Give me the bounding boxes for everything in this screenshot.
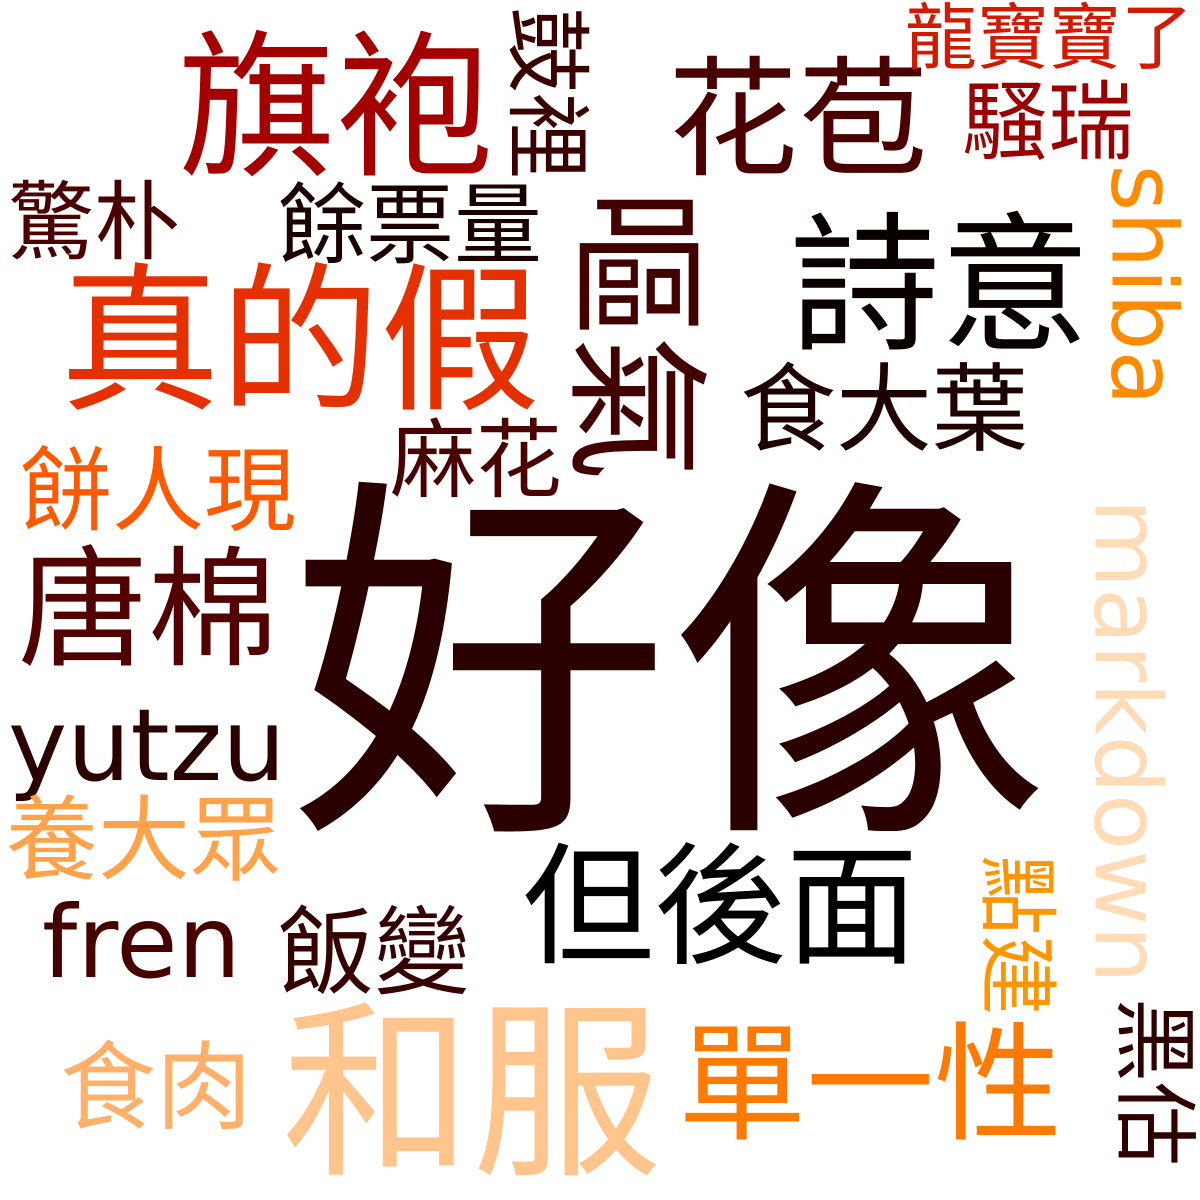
word-yutzu: yutzu <box>8 687 286 804</box>
word-qipao: 旗袍 <box>178 17 494 201</box>
word-tangmian: 唐棉 <box>18 534 279 686</box>
word-heigu: 黑估 <box>1105 997 1200 1167</box>
word-fanbian: 飯變 <box>278 897 470 1009</box>
word-dianjian: 點建 <box>970 855 1063 1015</box>
word-fren: fren <box>42 884 242 1001</box>
word-shidaye: 食大葉 <box>740 354 1028 466</box>
word-danhoumian: 但後面 <box>522 831 918 985</box>
word-yupiaoliang: 餘票量 <box>278 174 543 277</box>
word-hefu: 和服 <box>282 984 663 1200</box>
word-zhendejia: 真的假 <box>60 248 541 435</box>
word-ouqi: 嘔氣 <box>549 189 719 481</box>
word-saorui: 騷瑞 <box>962 73 1134 173</box>
word-huabao: 花苞 <box>668 44 929 196</box>
word-shirou: 食肉 <box>60 1032 252 1144</box>
word-haoxiang: 好像 <box>290 448 1050 891</box>
word-bingrenxian: 餅人現 <box>20 438 297 545</box>
word-mahua: 麻花 <box>390 411 562 511</box>
word-guli: 鼓裡 <box>496 7 596 179</box>
word-shiba: shiba <box>1090 164 1196 406</box>
word-markdown: markdown <box>1073 498 1181 984</box>
word-yangdazhong: 養大眾 <box>6 787 283 894</box>
word-danyixing: 單一性 <box>678 1011 1063 1160</box>
word-longbaobao: 龍寶寶了 <box>905 0 1194 80</box>
word-jingpu: 驚朴 <box>8 173 180 273</box>
word-shiyi: 詩意 <box>790 200 1091 374</box>
